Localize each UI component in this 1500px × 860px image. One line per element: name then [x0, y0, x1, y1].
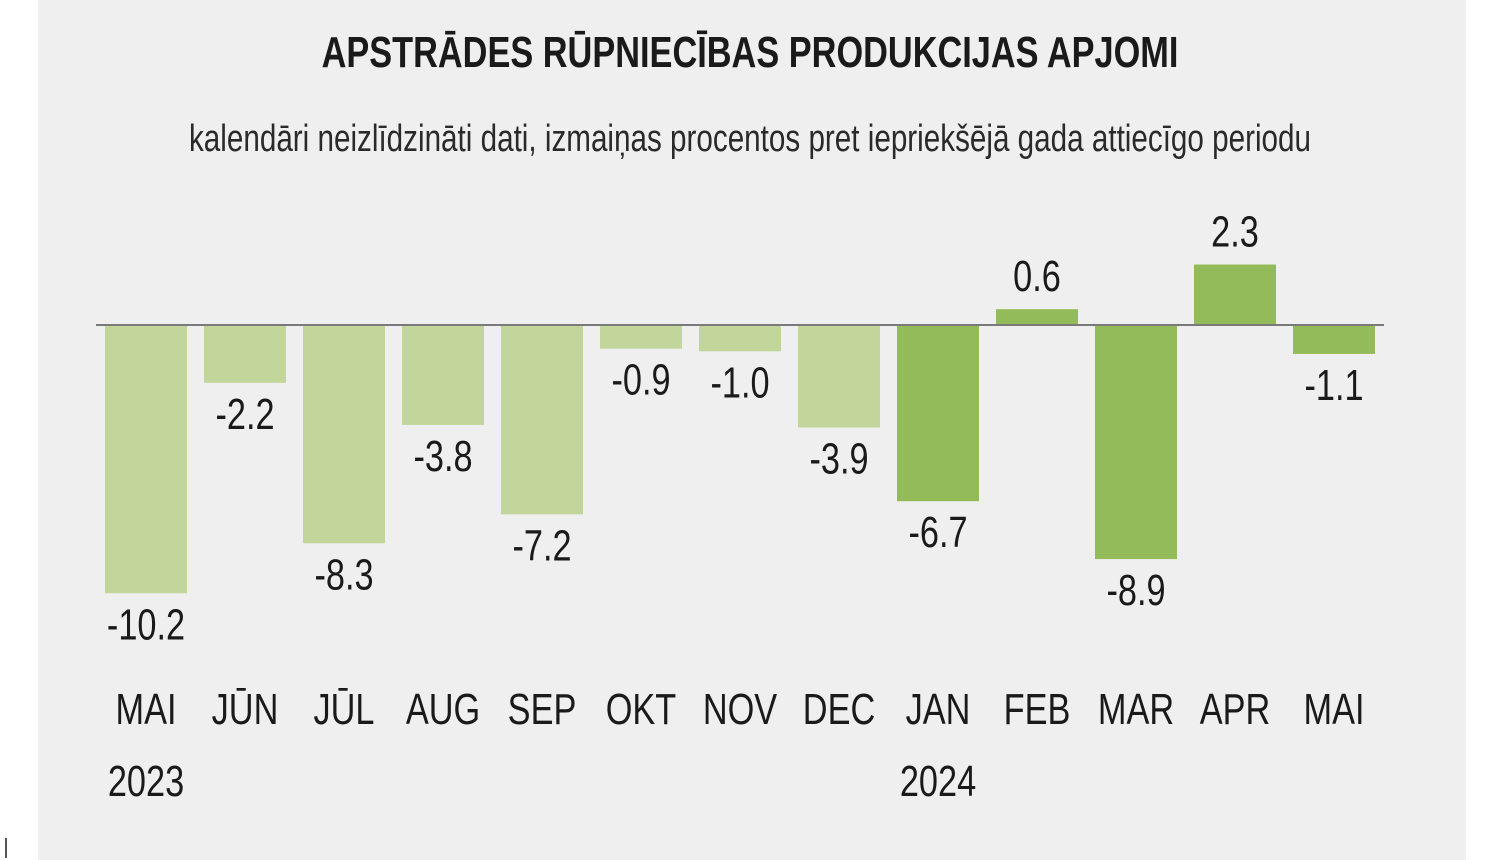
- value-label-7-group: -3.9: [809, 435, 868, 484]
- category-label-7: DEC: [803, 685, 875, 734]
- value-label-6: -1.0: [710, 358, 769, 407]
- value-label-1: -2.2: [215, 390, 274, 439]
- value-label-0-group: -10.2: [107, 600, 185, 649]
- category-label-2: JŪL: [313, 685, 374, 734]
- value-label-6-group: -1.0: [710, 358, 769, 407]
- value-label-3-group: -3.8: [413, 432, 472, 481]
- value-label-11-group: 2.3: [1211, 207, 1259, 256]
- value-label-4-group: -7.2: [512, 521, 571, 570]
- category-label-1: JŪN: [212, 685, 279, 734]
- value-label-11: 2.3: [1211, 207, 1259, 256]
- bar-8: [897, 325, 979, 502]
- category-label-1-group: JŪN: [212, 685, 279, 734]
- category-label-6-group: NOV: [703, 685, 778, 734]
- category-label-3-group: AUG: [406, 685, 480, 734]
- bar-0: [105, 325, 187, 594]
- value-label-12: -1.1: [1304, 361, 1363, 410]
- category-label-7-group: DEC: [803, 685, 875, 734]
- bar-12: [1293, 325, 1375, 354]
- year-label-0: 2023: [108, 757, 184, 806]
- value-label-4: -7.2: [512, 521, 571, 570]
- category-label-8-group: JAN: [906, 685, 971, 734]
- category-label-0-group: MAI: [116, 685, 177, 734]
- value-label-9: 0.6: [1013, 252, 1061, 301]
- category-label-2-group: JŪL: [313, 685, 374, 734]
- bar-5: [600, 325, 682, 349]
- bar-9: [996, 309, 1078, 325]
- category-label-9: FEB: [1004, 685, 1071, 734]
- bar-3: [402, 325, 484, 425]
- bar-1: [204, 325, 286, 383]
- chart-title: APSTRĀDES RŪPNIECĪBAS PRODUKCIJAS APJOMI: [321, 28, 1179, 77]
- value-label-7: -3.9: [809, 435, 868, 484]
- bar-7: [798, 325, 880, 428]
- category-label-11: APR: [1200, 685, 1271, 734]
- value-label-10: -8.9: [1106, 566, 1165, 615]
- bar-2: [303, 325, 385, 544]
- value-label-8-group: -6.7: [908, 508, 967, 557]
- chart-subtitle: kalendāri neizlīdzināti dati, izmaiņas p…: [188, 118, 1312, 160]
- value-label-2-group: -8.3: [314, 550, 373, 599]
- category-label-3: AUG: [406, 685, 480, 734]
- category-label-6: NOV: [703, 685, 778, 734]
- year-label-1: 2024: [900, 757, 976, 806]
- bar-4: [501, 325, 583, 515]
- value-label-2: -8.3: [314, 550, 373, 599]
- bar-6: [699, 325, 781, 352]
- value-label-12-group: -1.1: [1304, 361, 1363, 410]
- category-label-9-group: FEB: [1004, 685, 1071, 734]
- category-label-5: OKT: [606, 685, 677, 734]
- category-label-4: SEP: [508, 685, 577, 734]
- value-label-1-group: -2.2: [215, 390, 274, 439]
- category-label-0: MAI: [116, 685, 177, 734]
- edge-mark: [5, 838, 7, 858]
- value-label-9-group: 0.6: [1013, 252, 1061, 301]
- value-label-3: -3.8: [413, 432, 472, 481]
- category-label-11-group: APR: [1200, 685, 1271, 734]
- category-label-4-group: SEP: [508, 685, 577, 734]
- value-label-10-group: -8.9: [1106, 566, 1165, 615]
- category-label-10: MAR: [1098, 685, 1174, 734]
- bar-10: [1095, 325, 1177, 560]
- value-label-5: -0.9: [611, 356, 670, 405]
- category-label-5-group: OKT: [606, 685, 677, 734]
- category-label-12: MAI: [1304, 685, 1365, 734]
- value-label-0: -10.2: [107, 600, 185, 649]
- year-label-0-group: 2023: [108, 757, 184, 806]
- year-label-1-group: 2024: [900, 757, 976, 806]
- category-label-10-group: MAR: [1098, 685, 1174, 734]
- bar-11: [1194, 264, 1276, 325]
- chart-panel: [38, 0, 1466, 860]
- value-label-5-group: -0.9: [611, 356, 670, 405]
- value-label-8: -6.7: [908, 508, 967, 557]
- category-label-8: JAN: [906, 685, 971, 734]
- category-label-12-group: MAI: [1304, 685, 1365, 734]
